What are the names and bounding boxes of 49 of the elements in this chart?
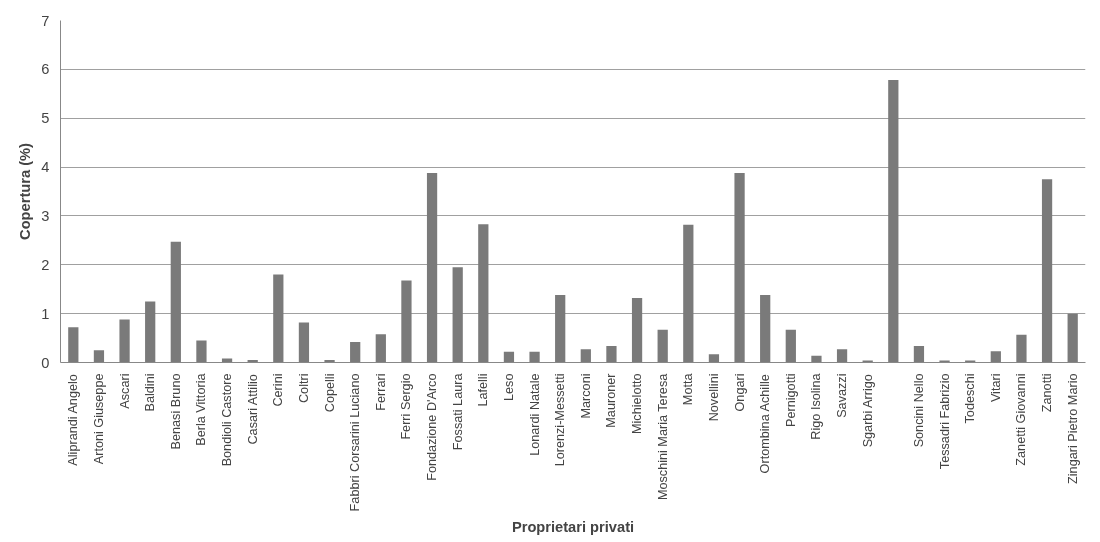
x-tick-label: Ascari [117, 373, 132, 409]
x-tick-label: Zingari Pietro Mario [1065, 373, 1080, 484]
y-tick-label: 3 [41, 207, 50, 224]
x-tick-label: Marconi [578, 373, 593, 419]
x-tick-label: Pernigotti [783, 373, 798, 427]
x-tick-label: Copelli [322, 373, 337, 413]
x-tick-label: Michielotto [630, 373, 645, 434]
x-tick-label: Moschini Maria Teresa [655, 372, 670, 501]
y-tick-label: 1 [41, 305, 50, 322]
x-tick-label: Todeschi [963, 373, 978, 424]
x-tick-label: Fabbri Corsarini Luciano [348, 373, 363, 512]
y-tick-label: 0 [41, 354, 50, 371]
x-tick-label: Soncini Nello [911, 373, 926, 448]
x-tick-label: Savazzi [835, 373, 850, 418]
x-tick-label: Casari Attilio [245, 374, 260, 445]
x-tick-label: Aliprandi Angelo [66, 374, 81, 466]
x-tick-label: Lonardi Natale [527, 373, 542, 456]
x-tick-label: Fossati Laura [450, 372, 465, 451]
y-tick-label: 2 [41, 256, 50, 273]
x-tick-label: Bondioli Castore [220, 373, 235, 467]
x-tick-label: Lorenzi-Messetti [553, 373, 568, 467]
x-tick-label: Benasi Bruno [168, 373, 183, 450]
x-tick-label: Fondazione D'Arco [425, 373, 440, 481]
x-tick-label: Berla Vittoria [194, 372, 209, 446]
x-tick-label: Ferrari [373, 373, 388, 411]
x-tick-label: Leso [501, 373, 516, 401]
y-tick-label: 4 [41, 159, 50, 176]
y-tick-label: 6 [41, 61, 50, 78]
x-tick-label: Coltri [296, 373, 311, 404]
x-tick-label: Ortombina Achille [758, 374, 773, 474]
x-tick-label: Rigo Isolina [809, 372, 824, 440]
x-axis-title: Proprietari privati [511, 519, 635, 536]
x-tick-label: Artoni Giuseppe [91, 373, 106, 465]
x-tick-label: Motta [681, 372, 696, 406]
x-tick-label: Ongari [732, 373, 747, 412]
y-tick-label: 7 [41, 12, 50, 29]
x-tick-label: Cerini [271, 373, 286, 407]
x-tick-label: Novellini [706, 373, 721, 422]
y-tick-label: 5 [41, 110, 50, 127]
x-tick-label: Sgarbi Arrigo [860, 374, 875, 448]
x-tick-label: Zanotti [1040, 373, 1055, 413]
x-tick-label: Mauroner [604, 373, 619, 428]
x-tick-label: Ferri Sergio [399, 373, 414, 440]
x-tick-label: Lafelli [476, 373, 491, 407]
x-tick-label: Tessadri Fabrizio [937, 373, 952, 470]
x-tick-label: Baldini [143, 373, 158, 412]
y-axis-title: Copertura (%) [17, 142, 34, 240]
x-tick-label: Zanetti Giovanni [1014, 373, 1029, 466]
x-tick-label: Vitari [988, 373, 1003, 403]
